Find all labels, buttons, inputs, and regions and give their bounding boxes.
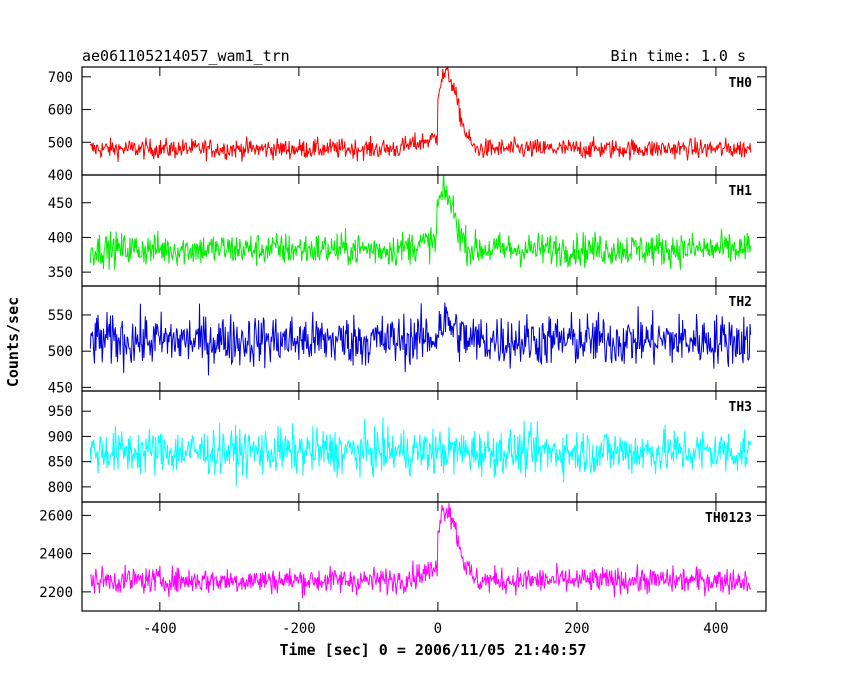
- panel-frame: [81, 66, 767, 176]
- panel-frame: [81, 501, 767, 612]
- y-tick-label: 450: [48, 380, 73, 396]
- x-tick-label: 200: [564, 621, 589, 637]
- y-tick-label: 950: [48, 404, 73, 420]
- series-line-th2: [89, 302, 752, 376]
- y-tick-label: 800: [48, 480, 73, 496]
- panel-label: TH2: [729, 295, 752, 310]
- panel-label: TH1: [729, 184, 753, 199]
- y-tick-label: 500: [48, 135, 73, 151]
- y-tick-label: 400: [48, 230, 73, 246]
- bin-time-label: Bin time: 1.0 s: [611, 47, 746, 65]
- y-tick-label: 900: [48, 429, 73, 445]
- y-tick-label: 2600: [39, 508, 73, 524]
- panel-label: TH0: [729, 76, 753, 91]
- y-tick-label: 700: [48, 70, 73, 86]
- y-tick-label: 450: [48, 196, 73, 212]
- x-axis: -400 -200 0 200 400: [143, 621, 729, 637]
- panels: 400 500 600 700 TH0 350 400 450 TH1 450 500 550 TH2 8…: [39, 66, 767, 612]
- series-line-th1: [89, 175, 752, 271]
- y-tick-label: 850: [48, 455, 73, 471]
- y-tick-label: 2400: [39, 547, 73, 563]
- y-tick-label: 2200: [39, 585, 73, 601]
- x-tick-label: -400: [143, 621, 177, 637]
- panel-th3: 800 850 900 950 TH3: [48, 390, 767, 503]
- x-axis-label: Time [sec] 0 = 2006/11/05 21:40:57: [279, 641, 586, 659]
- panel-th0: 400 500 600 700 TH0: [48, 66, 767, 184]
- chart-title: ae061105214057_wam1_trn: [82, 47, 290, 65]
- panel-th1: 350 400 450 TH1: [48, 174, 767, 287]
- x-tick-label: 400: [703, 621, 728, 637]
- y-axis-label: Counts/sec: [4, 297, 22, 387]
- panel-th2: 450 500 550 TH2: [48, 285, 767, 396]
- y-tick-label: 350: [48, 265, 73, 281]
- panel-label: TH3: [729, 400, 752, 415]
- panel-label: TH0123: [705, 511, 752, 526]
- x-tick-label: -200: [282, 621, 316, 637]
- series-line-th0123: [89, 503, 752, 599]
- x-tick-label: 0: [434, 621, 442, 637]
- series-line-th3: [89, 417, 752, 487]
- panel-frame: [81, 174, 767, 287]
- y-tick-label: 600: [48, 103, 73, 119]
- y-tick-label: 500: [48, 344, 73, 360]
- y-tick-label: 400: [48, 168, 73, 184]
- y-tick-label: 550: [48, 308, 73, 324]
- panel-th0123: 2200 2400 2600 TH0123: [39, 501, 767, 612]
- series-line-th0: [89, 67, 752, 162]
